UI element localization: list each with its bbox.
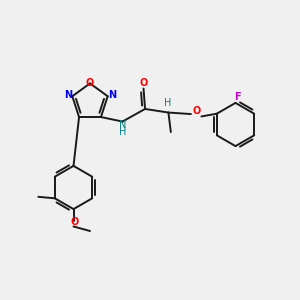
Text: O: O — [71, 217, 79, 227]
Text: N: N — [119, 120, 126, 130]
Text: N: N — [108, 90, 116, 100]
Text: F: F — [234, 92, 240, 102]
Text: O: O — [192, 106, 200, 116]
Text: O: O — [140, 78, 148, 88]
Text: H: H — [119, 127, 126, 137]
Text: H: H — [164, 98, 172, 108]
Text: N: N — [64, 90, 72, 100]
Text: O: O — [86, 78, 94, 88]
